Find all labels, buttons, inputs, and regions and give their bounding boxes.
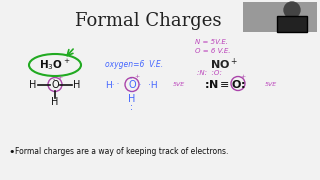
Text: H: H bbox=[128, 94, 136, 104]
Text: +: + bbox=[57, 75, 63, 80]
Text: 5VE: 5VE bbox=[265, 82, 277, 87]
Text: •: • bbox=[8, 147, 14, 157]
Text: H: H bbox=[73, 80, 81, 90]
Text: NO$^+$: NO$^+$ bbox=[210, 56, 238, 72]
Text: O = 6 V.E.: O = 6 V.E. bbox=[195, 48, 230, 54]
Text: ··: ·· bbox=[129, 89, 133, 94]
Text: O: O bbox=[51, 80, 59, 90]
Text: Formal Charges: Formal Charges bbox=[75, 12, 221, 30]
Text: oxygen=6  V.E.: oxygen=6 V.E. bbox=[105, 60, 163, 69]
Text: :N:  :O:: :N: :O: bbox=[197, 70, 222, 76]
FancyBboxPatch shape bbox=[243, 2, 317, 32]
Text: ··: ·· bbox=[129, 76, 133, 81]
Circle shape bbox=[284, 2, 300, 18]
Text: H$_3$O$^+$: H$_3$O$^+$ bbox=[39, 58, 71, 73]
Text: Formal charges are a way of keeping track of electrons.: Formal charges are a way of keeping trac… bbox=[15, 147, 228, 156]
Text: ··: ·· bbox=[52, 77, 56, 82]
Text: ··: ·· bbox=[138, 82, 141, 87]
Text: 5VE: 5VE bbox=[173, 82, 185, 87]
Text: N = 5V.E.: N = 5V.E. bbox=[195, 39, 228, 45]
Text: H·: H· bbox=[105, 80, 115, 89]
Text: +: + bbox=[134, 74, 140, 79]
Text: ·: · bbox=[131, 105, 133, 115]
Text: ··: ·· bbox=[116, 82, 119, 87]
Text: :N$\equiv$O:: :N$\equiv$O: bbox=[204, 78, 246, 90]
Text: H: H bbox=[51, 97, 59, 107]
Text: O: O bbox=[128, 80, 136, 90]
Text: ·: · bbox=[131, 101, 133, 111]
Text: ·H: ·H bbox=[148, 80, 158, 89]
Text: H: H bbox=[29, 80, 37, 90]
FancyBboxPatch shape bbox=[277, 16, 307, 32]
Text: +: + bbox=[240, 74, 246, 79]
